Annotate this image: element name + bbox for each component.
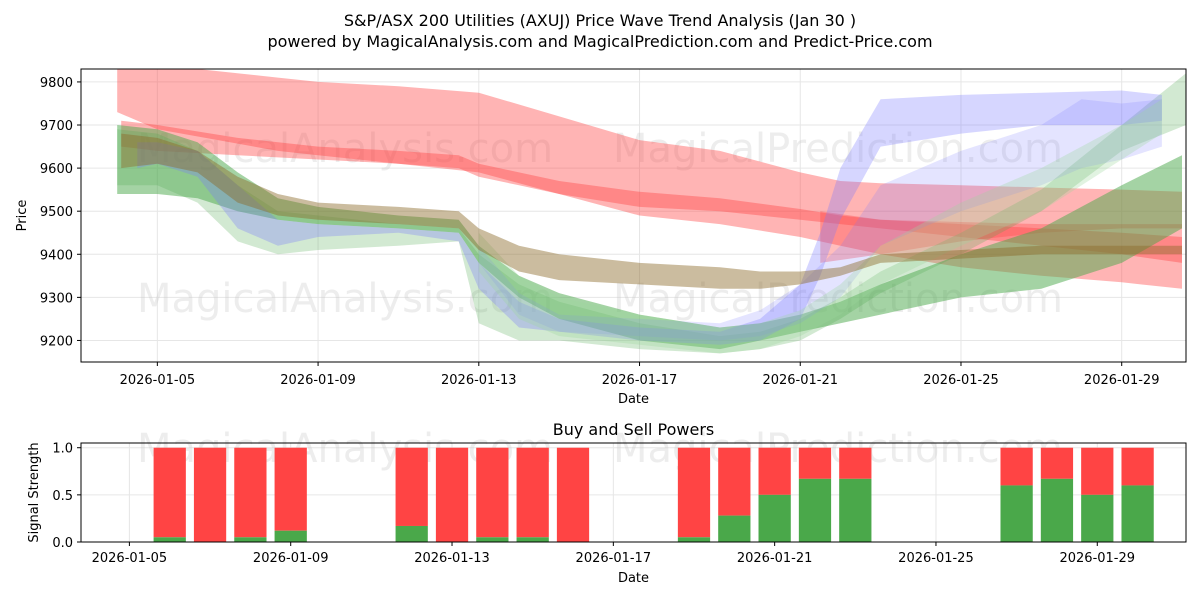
- buy-power-bar: [1040, 478, 1074, 542]
- x-tick-label: 2026-01-17: [602, 373, 678, 388]
- y-tick-label: 9500: [40, 205, 73, 220]
- price-wave-plot: MagicalAnalysis.com MagicalPrediction.com…: [15, 68, 1187, 407]
- watermark-text: MagicalPrediction.com: [613, 126, 1063, 172]
- sell-power-bar: [1121, 447, 1154, 486]
- x-tick-label: 2026-01-21: [737, 551, 813, 566]
- watermark-text: MagicalAnalysis.com: [137, 276, 553, 322]
- buy-power-bar: [1121, 485, 1154, 542]
- y-tick-label: 9700: [40, 119, 73, 134]
- sell-power-bar: [516, 447, 549, 538]
- y-axis-label: Signal Strength: [27, 442, 42, 542]
- buy-power-bar: [476, 537, 509, 542]
- wave-band-7: [478, 99, 1162, 354]
- buy-power-bar: [758, 494, 791, 542]
- y-tick-label: 0.0: [52, 536, 73, 551]
- sell-power-bar: [718, 447, 751, 516]
- sell-power-bar: [153, 447, 186, 538]
- sell-power-bar: [677, 447, 711, 538]
- wave-band-6: [478, 99, 1162, 341]
- sell-power-bar: [1081, 447, 1114, 495]
- y-tick-label: 9800: [40, 76, 73, 91]
- buy-power-bar: [677, 537, 711, 542]
- wave-band-5: [137, 90, 1162, 345]
- sell-power-bar: [193, 447, 227, 542]
- wave-band-1: [121, 120, 1183, 263]
- buy-power-bar: [718, 515, 751, 542]
- buy-power-bar: [395, 525, 428, 542]
- x-tick-label: 2026-01-21: [762, 373, 838, 388]
- x-tick-label: 2026-01-05: [120, 373, 196, 388]
- buy-power-bar: [1081, 494, 1114, 542]
- sell-power-bar: [395, 447, 428, 526]
- sell-power-bar: [435, 447, 469, 542]
- wave-band-0: [117, 69, 1182, 289]
- x-tick-label: 2026-01-25: [923, 373, 999, 388]
- x-axis-label: Date: [618, 392, 649, 407]
- buy-power-bar: [234, 537, 267, 542]
- x-tick-label: 2026-01-25: [898, 551, 974, 566]
- x-tick-label: 2026-01-05: [92, 551, 168, 566]
- y-axis-label: Price: [15, 200, 30, 232]
- sell-power-bar: [1040, 447, 1074, 479]
- sell-power-bar: [839, 447, 872, 479]
- plot-frame: [80, 68, 1187, 363]
- buy-power-bar: [153, 537, 186, 542]
- sell-power-bar: [234, 447, 267, 538]
- sell-power-bar: [1000, 447, 1033, 486]
- y-tick-label: 0.5: [52, 489, 73, 504]
- y-tick-label: 9300: [40, 291, 73, 306]
- wave-bands: [117, 69, 1186, 354]
- buy-power-bar: [516, 537, 549, 542]
- y-tick-label: 9400: [40, 248, 73, 263]
- sell-power-bar: [476, 447, 509, 538]
- x-tick-label: 2026-01-29: [1084, 373, 1160, 388]
- x-tick-label: 2026-01-13: [441, 373, 517, 388]
- chart-title: S&P/ASX 200 Utilities (AXUJ) Price Wave …: [344, 11, 856, 30]
- y-tick-label: 9200: [40, 334, 73, 349]
- y-tick-label: 9600: [40, 162, 73, 177]
- x-axis-label: Date: [618, 571, 649, 586]
- x-tick-label: 2026-01-17: [576, 551, 652, 566]
- sell-power-bar: [798, 447, 832, 479]
- buy-power-bar: [1000, 485, 1033, 542]
- buy-power-bar: [798, 478, 832, 542]
- chart-subtitle: powered by MagicalAnalysis.com and Magic…: [267, 32, 932, 51]
- sell-power-bar: [274, 447, 307, 531]
- x-tick-label: 2026-01-29: [1059, 551, 1135, 566]
- bar-chart-title: Buy and Sell Powers: [553, 420, 715, 439]
- sell-power-bar: [758, 447, 791, 495]
- buy-power-bar: [839, 478, 872, 542]
- wave-band-3: [117, 125, 1183, 350]
- buy-power-bar: [274, 530, 307, 542]
- buy-sell-power-plot: MagicalAnalysis.com MagicalPrediction.com…: [27, 420, 1187, 586]
- x-tick-label: 2026-01-09: [253, 551, 329, 566]
- plot-frame: [80, 442, 1187, 543]
- x-tick-label: 2026-01-13: [414, 551, 490, 566]
- sell-power-bar: [556, 447, 590, 542]
- wave-band-8: [121, 133, 1183, 289]
- x-tick-label: 2026-01-09: [280, 373, 356, 388]
- y-tick-label: 1.0: [52, 442, 73, 457]
